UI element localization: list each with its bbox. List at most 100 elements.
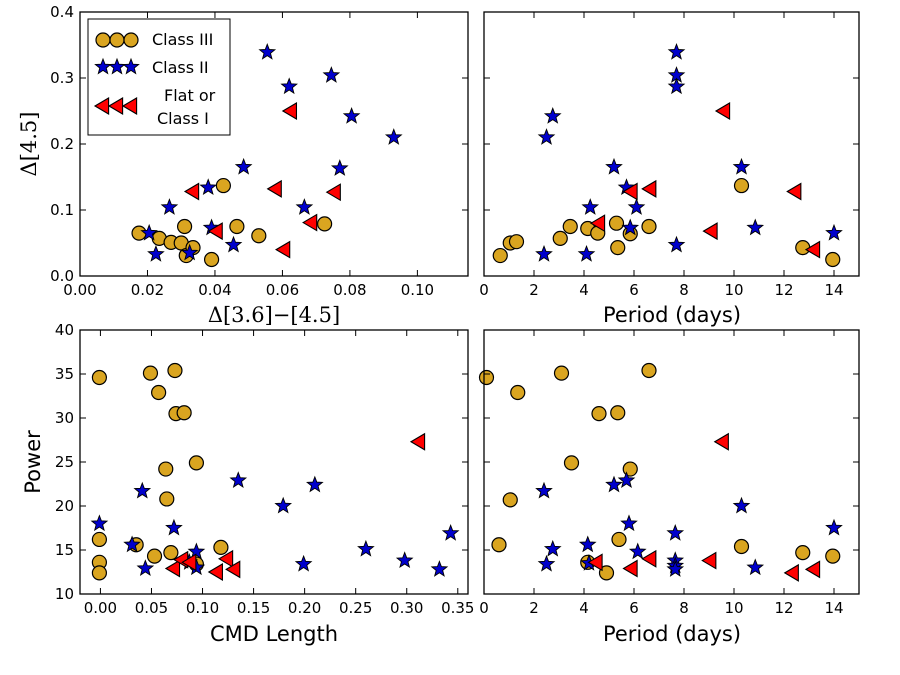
x-tick-label: 10 bbox=[724, 281, 743, 299]
class-iii-point bbox=[563, 455, 580, 471]
class-iii-point bbox=[91, 531, 108, 548]
class-ii-point bbox=[667, 235, 686, 253]
x-tick-label: 0.08 bbox=[333, 281, 366, 299]
panel-top-left: 0.00 0.02 0.04 0.06 0.08 0.100.00.10.20.30.4 … bbox=[17, 3, 469, 327]
class-ii-point bbox=[605, 157, 623, 175]
y-tick-label: 0.0 bbox=[50, 267, 74, 285]
flat-class-i-point bbox=[804, 240, 821, 259]
class-iii-point bbox=[163, 545, 179, 561]
flat-class-i-point bbox=[804, 560, 821, 579]
ticks-bottom-right: 0 2 4 6 8 10 12 14 bbox=[479, 329, 859, 617]
class-ii-point bbox=[306, 475, 324, 493]
class-iii-point bbox=[610, 405, 626, 421]
class-ii-point bbox=[578, 535, 597, 553]
class-ii-point bbox=[732, 496, 751, 514]
flat-class-i-point bbox=[409, 432, 426, 451]
class-iii-point bbox=[317, 216, 333, 232]
class-iii-point bbox=[795, 240, 811, 256]
x-tick-label: 0.30 bbox=[390, 599, 423, 617]
x-tick-label: 14 bbox=[824, 281, 843, 299]
y-tick-label: 15 bbox=[55, 541, 74, 559]
panel-bottom-right: 0 2 4 6 8 10 12 14 Period (days) bbox=[478, 329, 860, 646]
y-tick-label: 40 bbox=[55, 321, 74, 339]
legend-marker-flat-class-i bbox=[121, 97, 138, 115]
x-tick-label: 0 bbox=[479, 281, 489, 299]
class-ii-point bbox=[543, 107, 562, 124]
class-ii-point bbox=[746, 218, 765, 236]
class-ii-point bbox=[627, 198, 646, 215]
class-ii-point bbox=[620, 514, 638, 532]
class-ii-point bbox=[295, 198, 314, 215]
class-ii-point bbox=[537, 128, 556, 145]
x-tick-label: 10 bbox=[724, 599, 743, 617]
class-ii-point bbox=[280, 77, 298, 95]
y-axis-label: Power bbox=[21, 430, 45, 494]
ticks-top-right: 0 2 4 6 8 10 12 14 bbox=[479, 11, 859, 299]
x-tick-label: 12 bbox=[774, 281, 793, 299]
class-ii-point bbox=[140, 223, 158, 241]
y-tick-label: 0.1 bbox=[50, 201, 74, 219]
class-ii-point bbox=[224, 235, 243, 253]
x-axis-label: Period (days) bbox=[603, 622, 741, 646]
x-tick-label: 0.04 bbox=[198, 281, 231, 299]
marks-bottom-right bbox=[478, 362, 843, 582]
class-iii-point bbox=[478, 369, 495, 386]
class-ii-point bbox=[384, 128, 403, 145]
class-iii-point bbox=[733, 538, 750, 555]
flat-class-i-point bbox=[225, 560, 241, 579]
class-ii-point bbox=[667, 77, 686, 95]
x-axis-label: Δ[3.6]−[4.5] bbox=[208, 303, 340, 327]
legend-label-flat-class-i: Flat or Class I bbox=[157, 86, 220, 128]
class-iii-point bbox=[598, 565, 615, 581]
class-iii-point bbox=[733, 177, 750, 194]
class-iii-point bbox=[213, 539, 229, 555]
class-iii-point bbox=[553, 365, 570, 381]
flat-class-i-point bbox=[589, 214, 606, 233]
class-iii-point bbox=[146, 548, 163, 564]
x-tick-label: 0.05 bbox=[135, 599, 168, 617]
class-ii-point bbox=[136, 559, 155, 576]
x-tick-label: 0.10 bbox=[186, 599, 219, 617]
class-ii-point bbox=[535, 244, 553, 262]
class-ii-point bbox=[133, 481, 152, 499]
x-axis-label: Period (days) bbox=[603, 303, 741, 327]
y-tick-label: 0.2 bbox=[50, 135, 74, 153]
class-ii-point bbox=[621, 218, 640, 236]
class-iii-point bbox=[91, 369, 108, 386]
flat-class-i-point bbox=[587, 553, 603, 572]
class-iii-point bbox=[188, 455, 204, 471]
x-tick-label: 4 bbox=[579, 281, 589, 299]
ticks-top-left: 0.00 0.02 0.04 0.06 0.08 0.10 0.0 0.1 0.2 0.3 0.4 bbox=[50, 3, 468, 299]
legend-marker-class-iii bbox=[95, 32, 111, 48]
class-iii-point bbox=[167, 362, 183, 379]
flat-class-i-point bbox=[302, 213, 318, 232]
class-ii-point bbox=[234, 157, 253, 175]
x-tick-label: 0.35 bbox=[441, 599, 474, 617]
class-iii-point bbox=[795, 545, 811, 561]
y-axis-label: Δ[4.5] bbox=[17, 112, 41, 177]
class-ii-point bbox=[617, 471, 636, 488]
class-iii-point bbox=[159, 491, 175, 507]
class-ii-point bbox=[666, 560, 685, 577]
y-tick-label: 30 bbox=[55, 409, 74, 427]
flat-class-i-point bbox=[783, 563, 799, 582]
class-ii-point bbox=[430, 560, 449, 577]
class-ii-point bbox=[667, 42, 686, 60]
class-ii-point bbox=[229, 471, 248, 488]
legend-label-class-ii: Class II bbox=[152, 58, 209, 77]
class-iii-point bbox=[203, 251, 220, 268]
class-ii-point bbox=[577, 244, 596, 262]
y-tick-label: 0.3 bbox=[50, 69, 74, 87]
class-iii-point bbox=[552, 230, 568, 246]
x-tick-label: 8 bbox=[679, 281, 689, 299]
class-iii-point bbox=[610, 240, 626, 256]
x-tick-label: 0.06 bbox=[266, 281, 299, 299]
class-iii-point bbox=[508, 234, 525, 250]
y-tick-label: 10 bbox=[55, 585, 74, 603]
class-ii-point bbox=[258, 42, 277, 60]
legend-marker-class-iii bbox=[123, 32, 139, 48]
y-tick-label: 25 bbox=[55, 453, 74, 471]
flat-class-i-point bbox=[281, 102, 298, 120]
x-tick-label: 8 bbox=[679, 599, 689, 617]
class-ii-point bbox=[605, 475, 623, 493]
